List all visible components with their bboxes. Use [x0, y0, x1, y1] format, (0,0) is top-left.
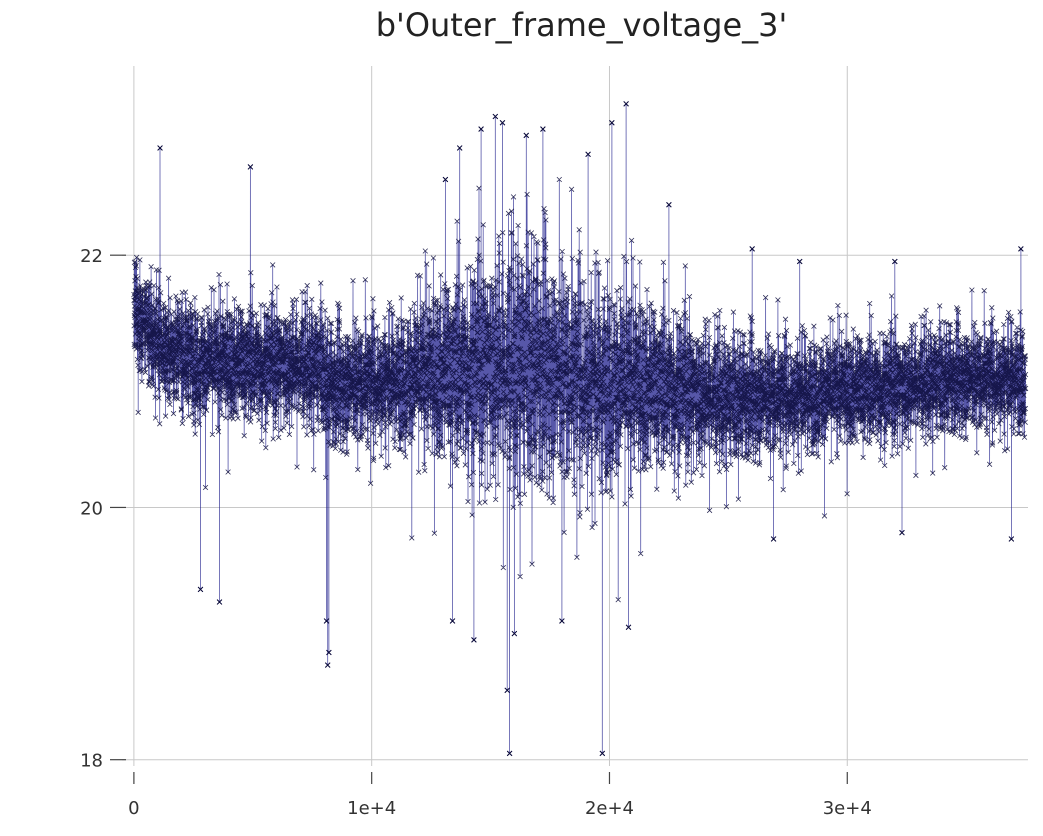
y-tick-label: 22	[80, 246, 103, 267]
data-point	[770, 536, 777, 542]
data-point	[499, 120, 506, 126]
series-markers	[131, 101, 1029, 757]
x-tick-label: 1e+4	[347, 798, 396, 819]
data-point	[892, 258, 898, 265]
y-tick-label: 18	[80, 751, 103, 772]
data-point	[523, 132, 530, 139]
data-point	[559, 618, 565, 624]
data-point	[599, 750, 606, 757]
data-point	[585, 151, 591, 158]
x-tick-label: 0	[128, 798, 139, 819]
chart-title: b'Outer_frame_voltage_3'	[375, 6, 788, 44]
data-point	[323, 618, 330, 624]
data-point	[540, 126, 546, 132]
data-point	[749, 246, 755, 252]
data-point	[506, 750, 513, 757]
data-point	[1018, 246, 1024, 252]
data-point	[899, 529, 905, 536]
data-point	[478, 126, 484, 132]
data-point	[492, 113, 499, 120]
data-point	[449, 618, 456, 624]
data-point	[326, 649, 332, 656]
data-point	[666, 201, 672, 208]
y-tick-label: 20	[80, 498, 103, 519]
data-point	[511, 630, 518, 637]
data-point	[609, 120, 615, 126]
data-point	[442, 176, 449, 183]
data-point	[324, 662, 331, 668]
axes	[110, 254, 848, 784]
x-tick-label: 2e+4	[585, 798, 634, 819]
series-voltage	[131, 101, 1029, 757]
data-point	[504, 687, 510, 694]
data-point	[197, 586, 204, 593]
data-point	[216, 599, 223, 605]
data-point	[796, 258, 803, 265]
data-point	[247, 164, 254, 170]
data-point	[623, 101, 629, 107]
tick-labels: 0 1e+4 2e+4 3e+4 18 20 22	[80, 246, 872, 819]
data-point	[625, 624, 632, 631]
data-point	[1008, 536, 1015, 542]
data-point	[471, 637, 477, 643]
marker-cloud	[131, 101, 1029, 757]
data-point	[157, 145, 163, 151]
x-tick-label: 3e+4	[823, 798, 872, 819]
data-point	[456, 145, 463, 151]
